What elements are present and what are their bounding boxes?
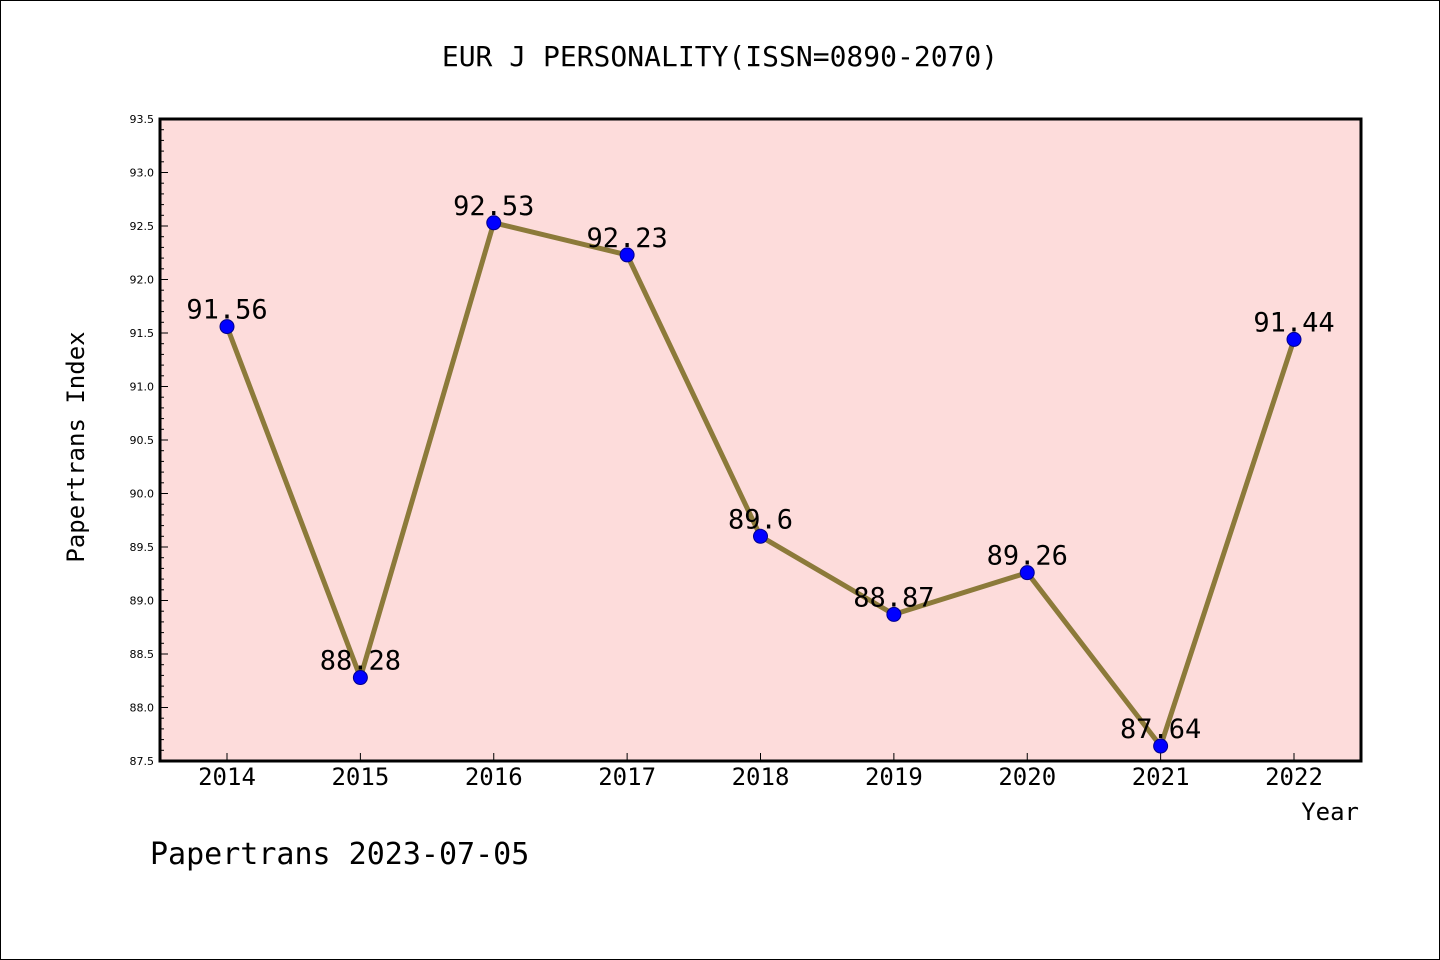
x-tick-label: 2015 <box>331 763 389 791</box>
y-tick-label: 92.0 <box>130 274 155 287</box>
y-tick-label: 92.5 <box>130 220 155 233</box>
data-label: 92.53 <box>453 191 534 222</box>
y-tick-label: 89.0 <box>130 595 155 608</box>
data-point <box>1286 331 1302 347</box>
plot-area <box>160 119 1361 761</box>
chart-title: EUR J PERSONALITY(ISSN=0890-2070) <box>442 40 998 73</box>
y-tick-label: 90.5 <box>130 434 155 447</box>
x-tick-label: 2019 <box>865 763 923 791</box>
y-tick-label: 89.5 <box>130 541 155 554</box>
footer-date: Papertrans 2023-07-05 <box>150 837 529 872</box>
data-point <box>486 215 502 231</box>
data-label: 89.6 <box>728 504 793 535</box>
data-label: 91.56 <box>186 295 267 326</box>
x-axis: 2014 2015 2016 2017 2018 2019 2020 2021 2022 <box>198 753 1323 791</box>
data-label: 91.44 <box>1253 307 1334 338</box>
y-axis-title: Papertrans Index <box>62 331 90 562</box>
y-tick-label: 88.5 <box>130 648 155 661</box>
y-tick-label: 88.0 <box>130 702 155 715</box>
data-point <box>219 319 235 335</box>
data-label: 87.64 <box>1120 714 1201 745</box>
data-labels: 91.56 88.28 92.53 92.23 89.6 88.87 89.26 87.64 9… <box>186 191 1334 745</box>
data-point <box>886 606 902 622</box>
y-tick-label: 87.5 <box>130 755 155 768</box>
data-label: 89.26 <box>987 541 1068 572</box>
data-label: 88.28 <box>320 646 401 677</box>
data-label: 88.87 <box>853 582 934 613</box>
data-point <box>619 247 635 263</box>
x-tick-label: 2022 <box>1265 763 1323 791</box>
y-tick-label: 91.5 <box>130 327 155 340</box>
y-tick-label: 93.0 <box>130 167 155 180</box>
x-axis-title: Year <box>1301 798 1359 826</box>
data-label: 92.23 <box>586 223 667 254</box>
x-tick-label: 2014 <box>198 763 256 791</box>
data-point <box>352 670 368 686</box>
x-tick-label: 2020 <box>998 763 1056 791</box>
data-point <box>1153 738 1169 754</box>
x-tick-label: 2017 <box>598 763 656 791</box>
y-tick-label: 91.0 <box>130 381 155 394</box>
y-tick-label: 90.0 <box>130 488 155 501</box>
data-markers <box>219 215 1302 754</box>
x-tick-label: 2021 <box>1132 763 1190 791</box>
data-point <box>1019 565 1035 581</box>
y-tick-label: 93.5 <box>130 113 155 126</box>
plot-border <box>158 117 1363 763</box>
data-point <box>753 528 768 544</box>
x-tick-label: 2016 <box>465 763 523 791</box>
x-tick-label: 2018 <box>732 763 790 791</box>
